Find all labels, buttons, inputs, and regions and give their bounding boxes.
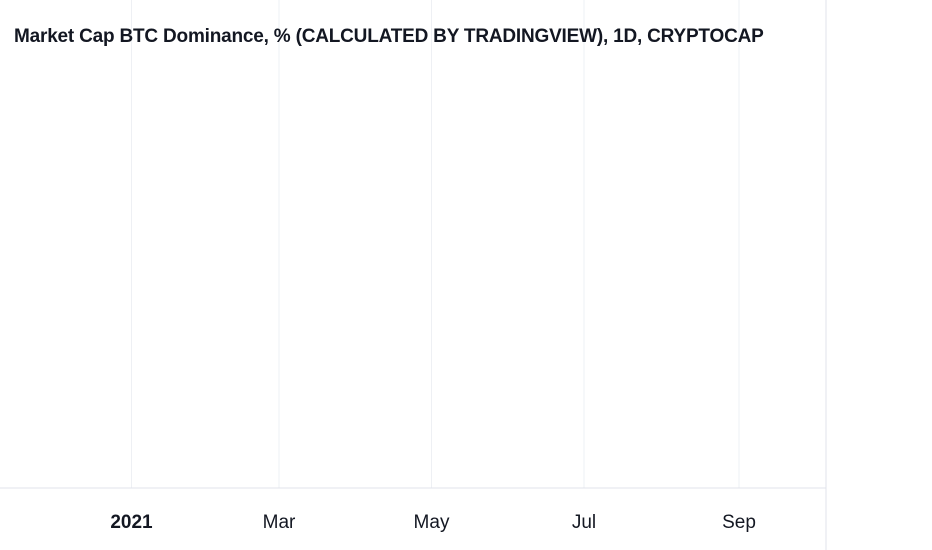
time-tick-label: 2021 bbox=[110, 512, 153, 533]
time-axis[interactable]: 2021 Mar May Jul Sep bbox=[110, 512, 756, 533]
grid bbox=[131, 0, 740, 488]
chart-title: Market Cap BTC Dominance, % (CALCULATED … bbox=[14, 26, 764, 47]
time-tick-label: Jul bbox=[572, 512, 596, 533]
time-tick-label: May bbox=[414, 512, 450, 533]
time-tick-label: Sep bbox=[722, 512, 756, 533]
time-tick-label: Mar bbox=[263, 512, 296, 533]
